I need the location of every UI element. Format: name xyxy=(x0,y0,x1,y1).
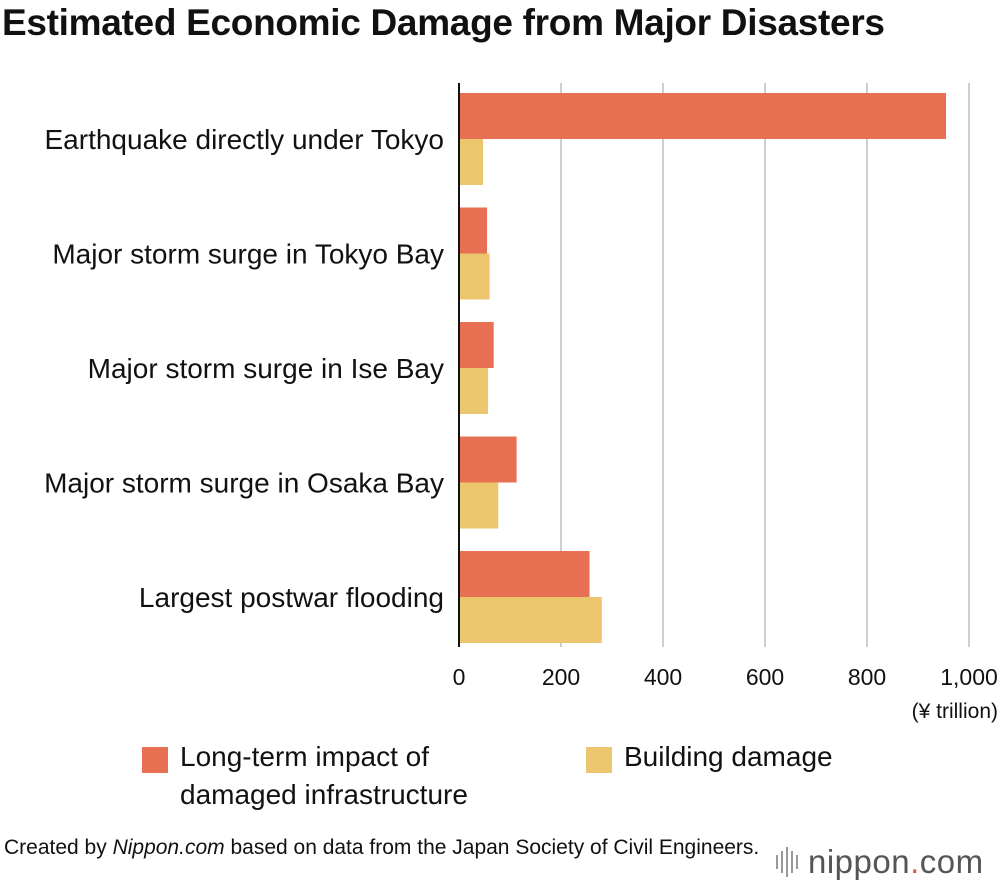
legend-swatch-long-term-impact xyxy=(142,747,168,773)
x-tick-label-0: 0 xyxy=(453,664,466,690)
bars xyxy=(459,93,947,643)
sound-wave-icon xyxy=(776,847,798,877)
category-label-largest-postwar-flooding: Largest postwar flooding xyxy=(139,582,444,613)
logo-tld: com xyxy=(919,843,984,880)
credit-suffix: based on data from the Japan Society of … xyxy=(224,836,760,859)
gridlines xyxy=(560,83,970,647)
x-tick-label-800: 800 xyxy=(848,664,886,690)
nippon-logo: nippon.com xyxy=(776,842,984,882)
bar-earthquake-directly-under-tokyo-long-term-impact xyxy=(459,93,947,139)
x-tick-label-600: 600 xyxy=(746,664,784,690)
legend-label-long-term-impact: Long-term impact of damaged infrastructu… xyxy=(180,738,468,814)
legend-label-line-1: Long-term impact of xyxy=(180,741,429,772)
x-tick-labels: 0 200 400 600 800 1,000 xyxy=(453,664,998,690)
credit-prefix: Created by xyxy=(4,836,113,859)
bar-largest-postwar-flooding-building-damage xyxy=(459,597,602,643)
x-tick-label-1000: 1,000 xyxy=(940,664,998,690)
credit-source-name: Nippon.com xyxy=(112,836,225,859)
source-credit: Created by Nippon.com based on data from… xyxy=(4,834,764,862)
x-tick-label-200: 200 xyxy=(542,664,580,690)
category-label-earthquake-directly-under-tokyo: Earthquake directly under Tokyo xyxy=(45,124,445,155)
x-axis-unit-label: (¥ trillion) xyxy=(912,700,998,723)
legend-label-line-2: damaged infrastructure xyxy=(180,779,468,810)
category-labels: Earthquake directly under Tokyo Major sto… xyxy=(44,124,444,613)
logo-dot: . xyxy=(910,843,920,880)
bar-major-storm-surge-in-osaka-bay-building-damage xyxy=(459,482,499,529)
bar-largest-postwar-flooding-long-term-impact xyxy=(459,551,590,597)
bar-major-storm-surge-in-ise-bay-building-damage xyxy=(459,368,489,414)
x-tick-label-400: 400 xyxy=(644,664,682,690)
bar-major-storm-surge-in-tokyo-bay-long-term-impact xyxy=(459,207,488,254)
chart-title: Estimated Economic Damage from Major Dis… xyxy=(2,2,885,43)
logo-wordmark: nippon.com xyxy=(808,843,984,881)
legend-swatch-building-damage xyxy=(586,747,612,773)
bar-major-storm-surge-in-osaka-bay-long-term-impact xyxy=(459,436,517,483)
chart: Earthquake directly under Tokyo Major sto… xyxy=(44,83,998,723)
bar-major-storm-surge-in-ise-bay-long-term-impact xyxy=(459,322,494,368)
bar-earthquake-directly-under-tokyo-building-damage xyxy=(459,139,483,185)
category-label-major-storm-surge-in-tokyo-bay: Major storm surge in Tokyo Bay xyxy=(52,239,444,270)
bar-major-storm-surge-in-tokyo-bay-building-damage xyxy=(459,253,490,300)
category-label-major-storm-surge-in-osaka-bay: Major storm surge in Osaka Bay xyxy=(44,468,444,499)
logo-main: nippon xyxy=(808,843,911,880)
legend-label-building-damage: Building damage xyxy=(624,741,833,772)
category-label-major-storm-surge-in-ise-bay: Major storm surge in Ise Bay xyxy=(88,353,444,384)
